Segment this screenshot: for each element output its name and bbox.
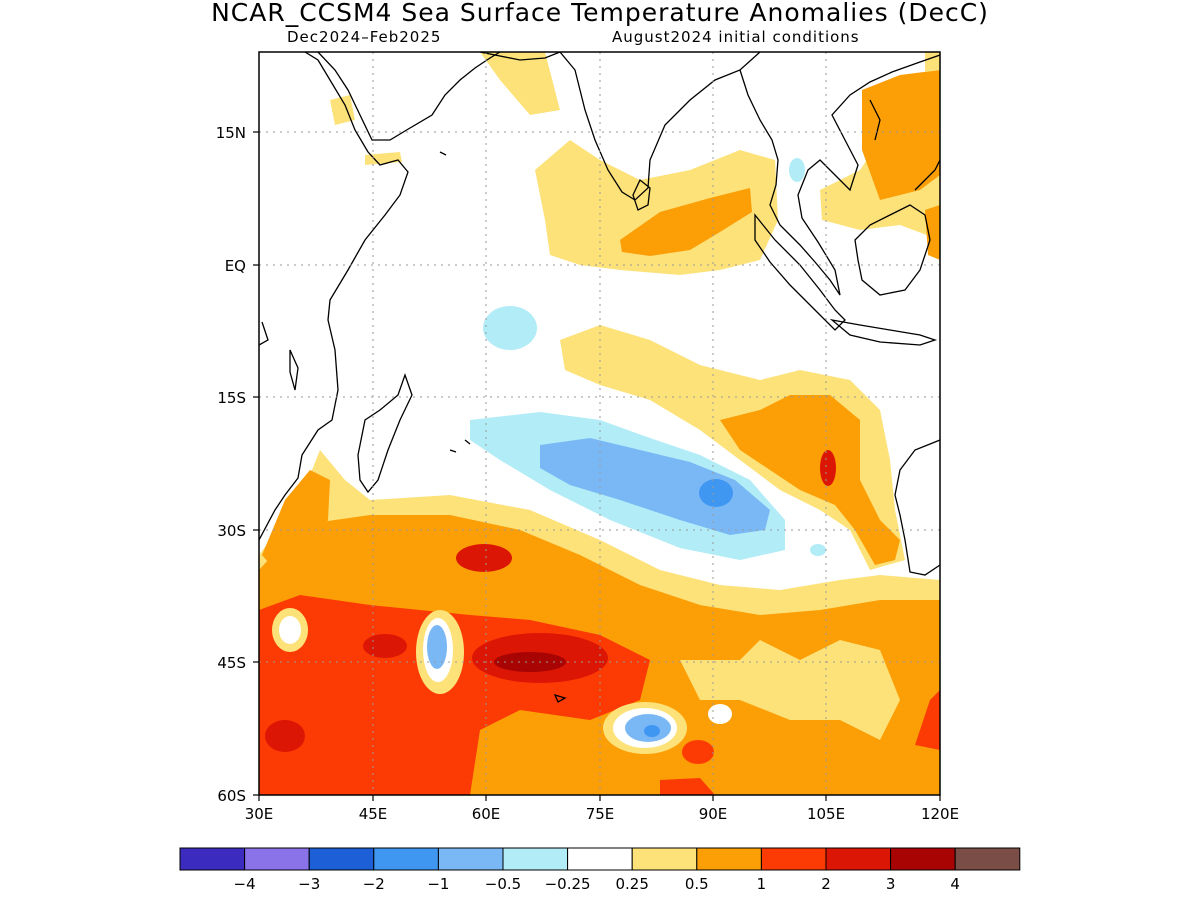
colorbar-label: 0.25 [615,875,648,893]
anomaly-region-transition [259,450,940,615]
colorbar: −4 −3 −2 −1 −0.5 −0.25 0.25 0.5 1 2 3 4 [179,847,1021,893]
gridlines [259,52,940,795]
colorbar-swatch [825,847,892,871]
lat-label: 60S [217,787,246,805]
colorbar-swatch [244,847,310,871]
colorbar-swatch [696,847,762,871]
lat-label: 15N [216,124,246,142]
colorbar-label: −0.5 [485,875,521,893]
map-title: NCAR_CCSM4 Sea Surface Temperature Anoma… [211,0,989,27]
colorbar-label: 4 [950,875,960,893]
colorbar-label: 2 [821,875,831,893]
lon-label: 120E [921,805,959,823]
anomaly-region-northern-warm [535,140,778,275]
colorbar-swatch [308,847,375,871]
anomaly-region-central-warm [560,325,905,570]
axis-ticks [253,131,941,801]
colorbar-label: −0.25 [545,875,591,893]
colorbar-label: 0.5 [685,875,709,893]
colorbar-label: 1 [757,875,767,893]
colorbar-swatch [437,847,504,871]
lon-label: 45E [359,805,388,823]
lon-label: 90E [699,805,728,823]
colorbar-label: 3 [886,875,896,893]
colorbar-label: −3 [298,875,320,893]
lat-label: 45S [217,654,246,672]
lon-label: 75E [586,805,615,823]
colorbar-swatch [179,847,246,871]
initial-conditions: August2024 initial conditions [612,28,860,46]
colorbar-swatch [760,847,827,871]
colorbar-label: −1 [427,875,449,893]
colorbar-label: −4 [234,875,256,893]
lat-label: EQ [225,257,246,275]
lon-label: 30E [245,805,274,823]
colorbar-swatch [890,847,956,871]
colorbar-swatch [954,847,1021,871]
colorbar-swatch [631,847,698,871]
lat-label: 15S [217,389,246,407]
colorbar-swatch [502,847,569,871]
lon-label: 60E [472,805,501,823]
forecast-period: Dec2024–Feb2025 [287,28,442,46]
colorbar-label: −2 [363,875,385,893]
lat-label: 30S [217,522,246,540]
coastlines [259,52,940,703]
lon-label: 105E [807,805,845,823]
colorbar-swatch [567,847,633,871]
colorbar-swatch [373,847,439,871]
